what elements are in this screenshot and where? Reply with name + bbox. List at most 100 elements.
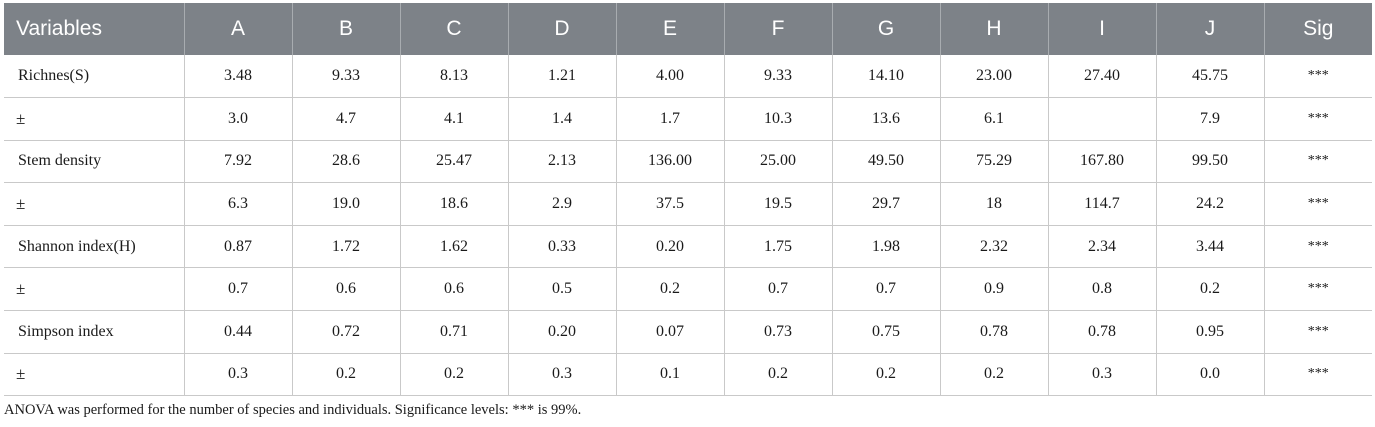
table-cell: 1.62 <box>400 225 509 269</box>
table-cell: 1.21 <box>508 55 617 99</box>
table-cell: 0.95 <box>1156 310 1265 354</box>
table-cell: 0.2 <box>832 353 941 397</box>
significance-cell: *** <box>1264 182 1372 226</box>
table-cell: 4.1 <box>400 97 509 141</box>
table-cell: 10.3 <box>724 97 833 141</box>
column-header-g: G <box>832 3 941 55</box>
table-cell: 0.87 <box>184 225 293 269</box>
table-cell: 1.7 <box>616 97 725 141</box>
table-cell <box>1048 97 1157 141</box>
table-cell: 0.2 <box>724 353 833 397</box>
table-cell: 0.2 <box>616 267 725 312</box>
table-cell: 0.6 <box>292 267 401 312</box>
table-cell: 0.78 <box>1048 310 1157 354</box>
table-cell: 23.00 <box>940 55 1049 99</box>
table-row: ±0.3 0.2 0.2 0.3 0.1 0.2 0.2 0.2 0.3 0.0 *** <box>4 353 1372 397</box>
table-cell: 2.13 <box>508 140 617 184</box>
table-row: Stem density 7.92 28.6 25.47 2.13 136.00 25.00… <box>4 140 1372 184</box>
significance-cell: *** <box>1264 140 1372 184</box>
column-header-variables: Variables <box>4 3 185 55</box>
table-cell: 99.50 <box>1156 140 1265 184</box>
significance-cell: *** <box>1264 353 1372 397</box>
table-cell: 4.00 <box>616 55 725 99</box>
column-header-sig: Sig <box>1303 17 1334 40</box>
column-header-j: J <box>1156 3 1265 55</box>
column-header-c: C <box>400 3 509 55</box>
table-cell: 18 <box>940 182 1049 226</box>
significance-cell: *** <box>1264 310 1372 354</box>
table-cell: 2.34 <box>1048 225 1157 269</box>
significance-cell: *** <box>1264 225 1372 269</box>
table-body: Richnes(S) 3.48 9.33 8.13 1.21 4.00 9.33 14.10 2… <box>4 55 1372 397</box>
table-row: ±0.7 0.6 0.6 0.5 0.2 0.7 0.7 0.9 0.8 0.2 *** <box>4 267 1372 312</box>
table-cell: 0.3 <box>184 353 293 397</box>
column-header-d: D <box>508 3 617 55</box>
table-cell: 0.20 <box>616 225 725 269</box>
table-cell: 0.2 <box>1156 267 1265 312</box>
table-cell: 1.75 <box>724 225 833 269</box>
table-cell: 0.7 <box>832 267 941 312</box>
table-cell: 0.78 <box>940 310 1049 354</box>
column-header-e: E <box>616 3 725 55</box>
table-row: ±3.0 4.7 4.1 1.4 1.7 10.3 13.6 6.1 7.9 *** <box>4 97 1372 141</box>
table-cell: 0.5 <box>508 267 617 312</box>
table-cell: 75.29 <box>940 140 1049 184</box>
table-cell: 0.2 <box>400 353 509 397</box>
table-row: Simpson index 0.44 0.72 0.71 0.20 0.07 0.73 0.7… <box>4 310 1372 354</box>
table-cell: 0.6 <box>400 267 509 312</box>
table-cell: 19.0 <box>292 182 401 226</box>
row-label: ± <box>4 267 185 312</box>
table-cell: 0.73 <box>724 310 833 354</box>
table-cell: 7.92 <box>184 140 293 184</box>
table-cell: 0.71 <box>400 310 509 354</box>
column-header-i: I <box>1048 3 1157 55</box>
table-cell: 0.1 <box>616 353 725 397</box>
table-cell: 3.0 <box>184 97 293 141</box>
table-header-row: Variables A B C D E F G H I J Sig <box>4 3 1372 55</box>
row-label: Simpson index <box>4 310 185 354</box>
column-header-f: F <box>724 3 833 55</box>
row-label: Stem density <box>4 140 185 184</box>
table-cell: 1.72 <box>292 225 401 269</box>
table-cell: 2.32 <box>940 225 1049 269</box>
table-cell: 19.5 <box>724 182 833 226</box>
table-cell: 0.0 <box>1156 353 1265 397</box>
table-row: ±6.3 19.0 18.6 2.9 37.5 19.5 29.7 18 114.7 24.2 **… <box>4 182 1372 226</box>
table-cell: 3.44 <box>1156 225 1265 269</box>
table-cell: 6.1 <box>940 97 1049 141</box>
table-cell: 0.07 <box>616 310 725 354</box>
column-header-b: B <box>292 3 401 55</box>
table-cell: 0.7 <box>184 267 293 312</box>
table-cell: 9.33 <box>292 55 401 99</box>
table-cell: 0.44 <box>184 310 293 354</box>
table-row: Richnes(S) 3.48 9.33 8.13 1.21 4.00 9.33 14.10 2… <box>4 55 1372 99</box>
significance-cell: *** <box>1264 97 1372 141</box>
table-cell: 0.75 <box>832 310 941 354</box>
table-cell: 18.6 <box>400 182 509 226</box>
table-cell: 29.7 <box>832 182 941 226</box>
data-table-container: Variables A B C D E F G H I J Sig Richnes(S) 3.48 9.3… <box>4 3 1372 397</box>
table-cell: 3.48 <box>184 55 293 99</box>
table-cell: 24.2 <box>1156 182 1265 226</box>
table-cell: 25.00 <box>724 140 833 184</box>
table-cell: 25.47 <box>400 140 509 184</box>
row-label: ± <box>4 182 185 226</box>
table-cell: 45.75 <box>1156 55 1265 99</box>
table-cell: 9.33 <box>724 55 833 99</box>
table-cell: 0.2 <box>940 353 1049 397</box>
table-cell: 0.8 <box>1048 267 1157 312</box>
table-cell: 4.7 <box>292 97 401 141</box>
table-cell: 0.3 <box>1048 353 1157 397</box>
table-cell: 136.00 <box>616 140 725 184</box>
table-cell: 2.9 <box>508 182 617 226</box>
table-cell: 6.3 <box>184 182 293 226</box>
table-cell: 37.5 <box>616 182 725 226</box>
table-cell: 1.98 <box>832 225 941 269</box>
table-cell: 7.9 <box>1156 97 1265 141</box>
column-header-a: A <box>184 3 293 55</box>
row-label: Richnes(S) <box>4 55 185 99</box>
table-cell: 8.13 <box>400 55 509 99</box>
table-cell: 0.3 <box>508 353 617 397</box>
table-cell: 13.6 <box>832 97 941 141</box>
table-cell: 167.80 <box>1048 140 1157 184</box>
